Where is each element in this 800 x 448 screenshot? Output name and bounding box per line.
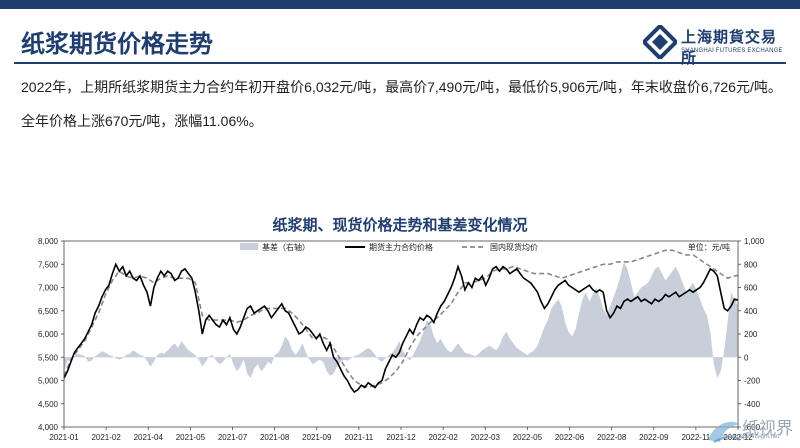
y-left-tick-label: 6,000	[38, 330, 59, 339]
spot-price-line	[63, 249, 739, 389]
watermark-swirl-icon	[708, 421, 741, 443]
y-left-tick-label: 6,500	[38, 307, 59, 316]
watermark-url: www.paperinsight.net	[722, 434, 780, 440]
x-tick-label: 2021-12	[386, 433, 416, 442]
x-tick-label: 2022-09	[639, 433, 669, 442]
x-tick-label: 2021-05	[176, 433, 206, 442]
y-right-tick-label: 1,000	[744, 237, 765, 246]
y-right-tick-label: -200	[744, 377, 761, 386]
y-right-tick-label: -400	[744, 400, 761, 409]
y-right-tick-label: 0	[744, 353, 749, 362]
y-right-tick-label: 200	[744, 330, 758, 339]
chart-title: 纸浆期、现货价格走势和基差变化情况	[272, 216, 527, 234]
x-tick-label: 2021-09	[302, 433, 332, 442]
y-left-tick-label: 8,000	[38, 237, 59, 246]
x-tick-label: 2021-11	[344, 433, 373, 442]
y-right-tick-label: -600	[744, 423, 761, 432]
summary-line-1: 2022年，上期所纸浆期货主力合约年初开盘价6,032元/吨，最高价7,490元…	[21, 79, 782, 95]
x-tick-label: 2022-12	[723, 433, 753, 442]
legend-swatch-basis	[240, 243, 258, 250]
x-tick-label: 2021-02	[91, 433, 121, 442]
price-basis-chart: 纸浆期、现货价格走势和基差变化情况 4,000 4,500 5,000 5,500 6,0…	[38, 216, 765, 442]
y-left-tick-label: 7,000	[38, 284, 59, 293]
y-right-tick-label: 400	[744, 307, 758, 316]
title-divider	[14, 62, 786, 64]
x-tick-label: 2021-08	[260, 433, 290, 442]
y-right-tick-label: 600	[744, 284, 758, 293]
y-left-tick-label: 4,000	[38, 423, 59, 432]
logo-text: 上海期貨交易所	[681, 28, 778, 67]
x-tick-label: 2022-11	[681, 433, 710, 442]
futures-price-line	[63, 262, 739, 394]
y-left-tick-label: 7,500	[38, 260, 59, 269]
y-left-tick-label: 5,000	[38, 377, 59, 386]
x-tick-label: 2022-05	[513, 433, 543, 442]
x-tick-label: 2021-04	[134, 433, 164, 442]
page-title: 纸浆期货价格走势	[21, 31, 213, 58]
basis-area-series	[64, 261, 738, 379]
legend-label-futures: 期货主力合约价格	[369, 242, 433, 252]
x-tick-label: 2022-02	[428, 433, 458, 442]
x-tick-label: 2022-06	[555, 433, 585, 442]
sfe-logo: 上海期貨交易所 SHANGHAI FUTURES EXCHANGE	[641, 22, 789, 67]
x-tick-label: 2022-03	[471, 433, 501, 442]
y-left-tick-label: 5,500	[38, 353, 59, 362]
y-right-tick-label: 800	[744, 260, 758, 269]
summary-line-2: 全年价格上涨670元/吨，涨幅11.06%。	[21, 113, 263, 129]
legend-label-basis: 基差（右轴）	[262, 242, 310, 252]
x-tick-label: 2022-08	[597, 433, 627, 442]
x-tick-label: 2021-07	[218, 433, 248, 442]
x-tick-label: 2021-01	[49, 433, 79, 442]
top-accent-bar	[0, 0, 800, 9]
y-left-tick-label: 4,500	[38, 400, 59, 409]
legend-label-spot: 国内现货均价	[490, 242, 538, 252]
watermark-text: 纸视界	[742, 419, 793, 439]
chart-unit-label: 单位：元/吨	[688, 242, 730, 252]
logo-subtitle: SHANGHAI FUTURES EXCHANGE	[681, 48, 783, 54]
sfe-logo-icon	[643, 25, 677, 59]
